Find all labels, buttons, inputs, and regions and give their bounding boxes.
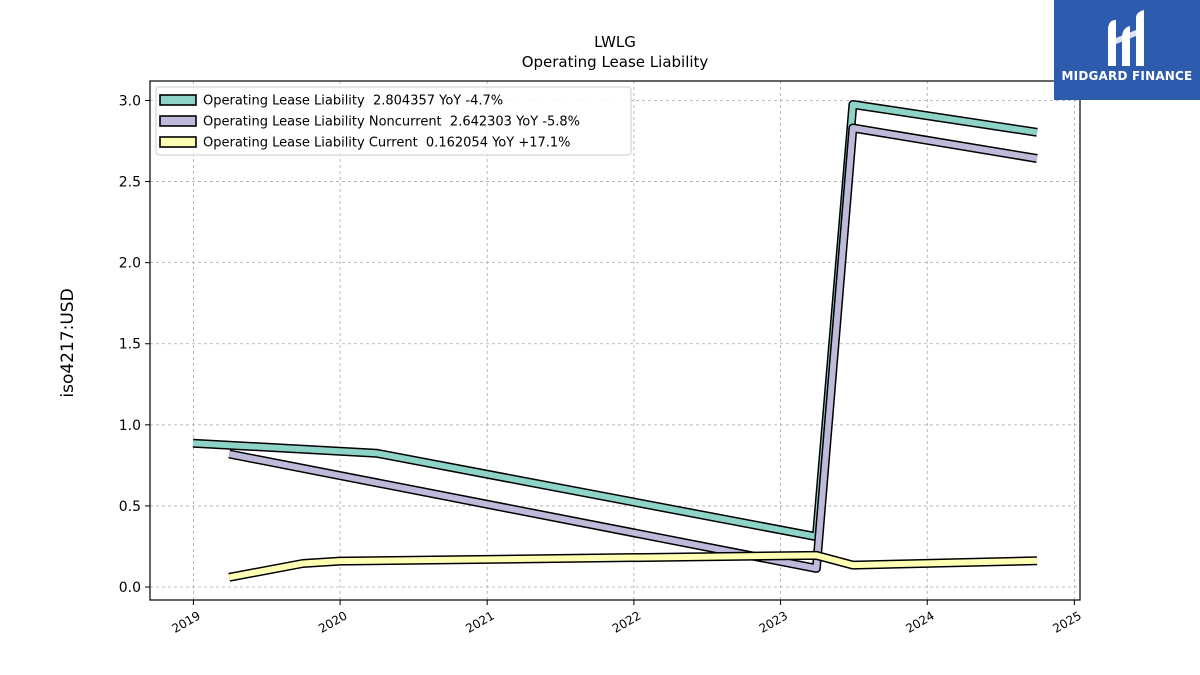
x-tick-label: 2024 bbox=[903, 608, 936, 635]
grid bbox=[150, 81, 1080, 600]
x-tick-label: 2025 bbox=[1050, 608, 1083, 635]
brand-logo: MIDGARD FINANCE bbox=[1054, 0, 1200, 100]
x-tick-label: 2021 bbox=[463, 608, 496, 635]
y-tick-label: 1.5 bbox=[119, 337, 141, 353]
legend-swatch bbox=[159, 94, 197, 106]
legend-item-2: Operating Lease Liability Noncurrent 2.6… bbox=[159, 115, 580, 130]
legend-frame bbox=[155, 86, 632, 156]
legend: Operating Lease Liability 2.804357 YoY -… bbox=[155, 86, 632, 156]
chart-subtitle: Operating Lease Liability bbox=[522, 53, 709, 71]
series-3 bbox=[228, 550, 1038, 582]
legend-label: Operating Lease Liability Noncurrent 2.6… bbox=[203, 115, 580, 130]
x-tick-label: 2023 bbox=[757, 608, 790, 635]
series-layer bbox=[192, 100, 1038, 582]
x-ticks: 2019 2020 2021 2022 2023 2024 2025 bbox=[169, 600, 1084, 636]
legend-swatch bbox=[159, 115, 197, 127]
legend-swatch bbox=[159, 136, 197, 148]
legend-item-1: Operating Lease Liability 2.804357 YoY -… bbox=[159, 94, 503, 109]
plot-frame bbox=[149, 80, 1081, 601]
y-tick-label: 0.5 bbox=[119, 499, 141, 515]
series-2-line bbox=[228, 125, 1038, 572]
legend-label: Operating Lease Liability 2.804357 YoY -… bbox=[203, 94, 503, 109]
x-tick-label: 2020 bbox=[316, 608, 349, 635]
y-tick-label: 1.0 bbox=[119, 418, 141, 434]
legend-items: Operating Lease Liability 2.804357 YoY -… bbox=[159, 94, 580, 151]
x-tick-label: 2019 bbox=[169, 608, 202, 635]
y-tick-label: 2.5 bbox=[119, 175, 141, 191]
y-tick-label: 3.0 bbox=[119, 93, 141, 109]
y-tick-label: 0.0 bbox=[119, 580, 141, 596]
legend-label: Operating Lease Liability Current 0.1620… bbox=[203, 136, 571, 151]
y-axis-label: iso4217:USD bbox=[58, 288, 78, 397]
brand-name: MIDGARD FINANCE bbox=[1061, 69, 1193, 83]
y-tick-label: 2.0 bbox=[119, 256, 141, 272]
legend-item-3: Operating Lease Liability Current 0.1620… bbox=[159, 136, 571, 151]
y-ticks: 0.0 0.5 1.0 1.5 2.0 2.5 3.0 bbox=[119, 93, 150, 596]
series-3-line bbox=[228, 552, 1038, 581]
x-tick-label: 2022 bbox=[610, 608, 643, 635]
chart-title: LWLG bbox=[594, 33, 636, 51]
mf-monogram-icon bbox=[1108, 10, 1144, 66]
series-2 bbox=[228, 123, 1038, 573]
